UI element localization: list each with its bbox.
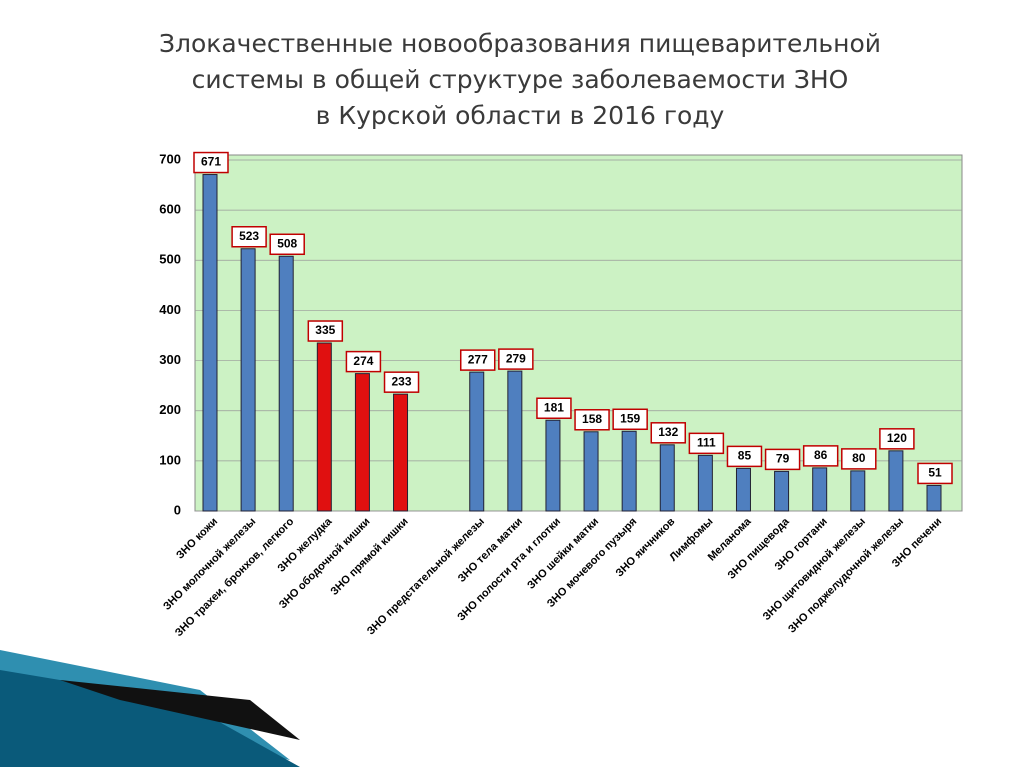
y-tick-label: 700 — [159, 151, 181, 166]
bar — [469, 371, 485, 512]
value-label-box — [193, 151, 229, 174]
bar — [545, 419, 561, 512]
value-label-box — [498, 348, 534, 370]
value-label: 111 — [697, 436, 716, 450]
bar — [583, 431, 599, 512]
bar — [240, 248, 256, 512]
value-label-box — [726, 445, 763, 468]
value-label: 80 — [852, 451, 866, 465]
value-label: 85 — [738, 449, 752, 463]
value-label: 277 — [468, 352, 488, 366]
bar — [888, 450, 904, 512]
value-label: 508 — [277, 236, 297, 250]
chart-title: системы в общей структуре заболеваемости… — [192, 65, 849, 94]
bar — [354, 373, 370, 512]
y-tick-label: 200 — [159, 402, 181, 417]
y-tick-label: 0 — [174, 502, 181, 517]
x-tick-label: ЗНО тела матки — [456, 516, 525, 585]
bar — [774, 470, 790, 512]
bar — [393, 393, 409, 512]
bar — [926, 484, 942, 512]
bar — [659, 444, 675, 512]
value-label-box — [612, 408, 648, 431]
value-label-box — [345, 350, 382, 373]
value-label-box — [650, 422, 687, 444]
bar — [735, 467, 751, 512]
value-label-box — [307, 320, 344, 342]
value-label-box — [879, 428, 915, 450]
value-label: 233 — [392, 374, 412, 388]
chart-title: Злокачественные новообразования пищевари… — [159, 29, 881, 58]
value-label-box — [269, 233, 305, 256]
y-tick-label: 400 — [159, 302, 181, 317]
y-tick-label: 100 — [159, 452, 181, 467]
bar — [316, 342, 332, 512]
decoration — [60, 680, 300, 740]
x-tick-label: ЗНО прямой кишки — [328, 516, 410, 598]
bar — [507, 370, 523, 512]
bar — [850, 470, 866, 512]
value-label-box — [917, 462, 953, 485]
x-tick-label: ЗНО шейки матки — [525, 516, 601, 592]
value-label-box — [764, 448, 801, 471]
bar — [697, 454, 713, 512]
value-label-box — [688, 432, 725, 455]
y-tick-label: 600 — [159, 202, 181, 217]
value-label: 79 — [776, 452, 790, 466]
y-tick-label: 300 — [159, 352, 181, 367]
bar — [812, 467, 828, 512]
value-label-box — [841, 448, 877, 470]
value-label: 158 — [582, 412, 602, 426]
decoration — [0, 670, 300, 767]
value-label: 132 — [658, 425, 678, 439]
value-label-box — [231, 226, 267, 248]
value-label: 120 — [887, 431, 907, 445]
y-tick-label: 500 — [159, 252, 181, 267]
value-label-box — [536, 397, 572, 419]
value-label: 279 — [506, 351, 526, 365]
value-label: 671 — [201, 155, 221, 169]
value-label: 274 — [353, 354, 373, 368]
bar — [621, 430, 637, 512]
value-label: 523 — [239, 229, 259, 243]
value-label: 51 — [928, 466, 942, 480]
bar — [202, 174, 218, 512]
value-label-box — [802, 445, 839, 467]
value-label-box — [574, 409, 610, 431]
value-label: 181 — [544, 400, 564, 414]
bar — [278, 255, 294, 512]
value-label: 159 — [620, 411, 640, 425]
value-label-box — [459, 349, 496, 371]
value-label: 86 — [814, 448, 828, 462]
chart-title: в Курской области в 2016 году — [316, 101, 725, 130]
value-label: 335 — [315, 323, 335, 337]
value-label-box — [383, 371, 420, 393]
